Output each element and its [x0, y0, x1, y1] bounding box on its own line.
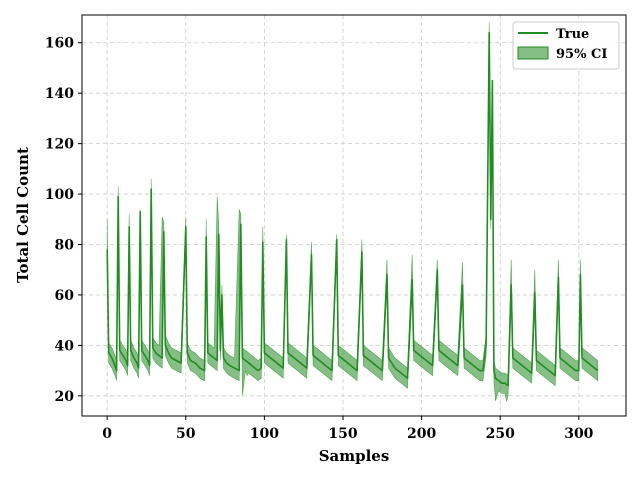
x-axis-label: Samples	[319, 447, 390, 465]
axis-ticks: 0 50 100 150 200 250 300 20 40 60 80 100 120 140 160	[45, 36, 594, 442]
legend-label-ci: 95% CI	[556, 47, 607, 62]
x-tick-label: 200	[407, 426, 436, 442]
y-tick-label: 120	[45, 137, 74, 153]
grid-lines	[82, 15, 626, 416]
x-tick-label: 300	[564, 426, 593, 442]
y-tick-label: 20	[55, 389, 75, 405]
y-tick-label: 160	[45, 36, 74, 52]
y-tick-label: 80	[55, 238, 75, 254]
y-axis-label: Total Cell Count	[14, 147, 32, 283]
plot-frame	[81, 14, 627, 417]
legend: True 95% CI	[512, 21, 620, 70]
legend-label-true: True	[556, 27, 589, 42]
x-tick-label: 50	[176, 426, 196, 442]
true-line	[106, 31, 599, 387]
y-tick-label: 140	[45, 86, 74, 102]
y-tick-label: 100	[45, 187, 74, 203]
y-tick-label: 40	[55, 338, 75, 354]
x-tick-label: 100	[250, 426, 279, 442]
plot-background	[82, 15, 626, 416]
legend-band-swatch	[517, 46, 549, 60]
true-series	[106, 31, 599, 387]
x-tick-label: 150	[328, 426, 357, 442]
y-tick-label: 60	[55, 288, 75, 304]
x-tick-label: 250	[486, 426, 515, 442]
x-tick-label: 0	[102, 426, 112, 442]
